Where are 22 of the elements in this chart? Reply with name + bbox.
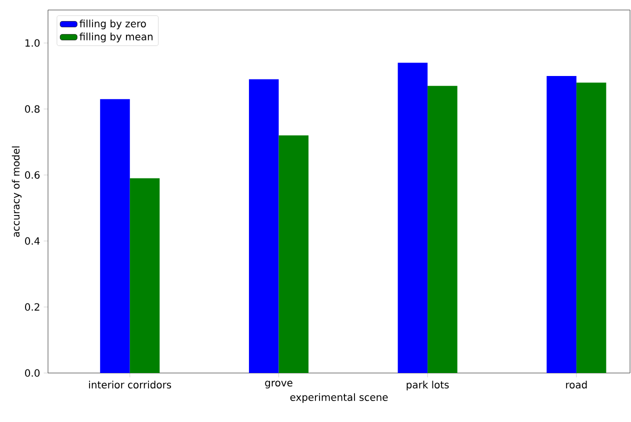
legend-label: filling by mean (80, 32, 153, 42)
y-tick-label: 0.0 (25, 369, 40, 377)
x-tick-label: park lots (406, 380, 449, 390)
bar (278, 135, 308, 373)
bar (428, 86, 458, 373)
bar (248, 79, 279, 373)
bar (100, 99, 130, 373)
y-tick-label: 0.4 (25, 237, 40, 245)
bar (398, 62, 428, 373)
y-tick-label: 0.8 (25, 105, 40, 113)
legend-label: filling by zero (80, 20, 146, 30)
bar (130, 178, 160, 373)
bar (576, 82, 606, 373)
y-tick-label: 1.0 (25, 39, 40, 47)
y-tick-label: 0.6 (25, 171, 40, 179)
x-axis-title: experimental scene (290, 393, 388, 403)
x-tick-label: road (566, 380, 587, 388)
bar (546, 76, 576, 373)
y-tick-label: 0.2 (25, 303, 40, 311)
y-axis-title: accuracy of model (12, 146, 22, 237)
x-tick-label: grove (265, 380, 292, 388)
x-tick-label: interior corridors (89, 380, 172, 388)
